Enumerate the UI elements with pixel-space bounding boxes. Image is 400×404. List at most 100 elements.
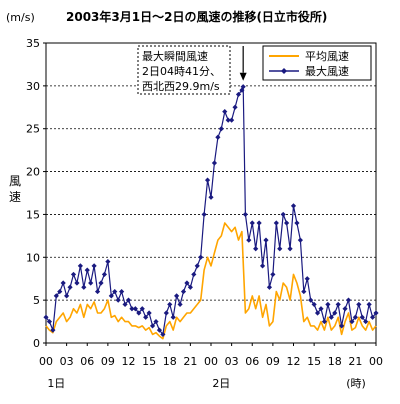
max-wind-marker [352,314,358,320]
max-wind-marker [46,318,53,325]
unit-label: (m/s) [6,11,35,24]
x-tick-label: 00 [204,355,218,368]
x-tick-label: 12 [287,355,301,368]
max-wind-marker [225,117,231,123]
max-wind-marker [297,237,303,243]
max-wind-marker [156,327,163,333]
max-wind-marker [366,301,372,308]
max-wind-marker [246,237,252,243]
max-wind-marker [149,323,156,329]
max-wind-marker [112,288,118,295]
x-tick-label: 06 [245,355,259,368]
max-wind-marker [129,306,135,312]
max-wind-marker [167,301,173,308]
max-wind-marker [311,301,317,308]
max-wind-marker [50,327,56,333]
legend-label: 平均風速 [305,50,349,63]
max-wind-marker [290,203,297,209]
max-wind-marker [91,263,97,269]
max-wind-marker [77,263,83,269]
max-wind-marker [67,284,73,290]
max-wind-marker [43,314,49,320]
max-wind-marker [314,310,321,316]
max-wind-marker [160,331,166,338]
x-tick-label: 21 [183,355,197,368]
x-tick-label: 09 [101,355,115,368]
max-wind-marker [208,194,214,200]
y-tick-label: 20 [26,166,40,179]
max-wind-marker [263,237,269,243]
annotation-text: 2日04時41分、 [142,65,221,78]
x-tick-label: 09 [266,355,280,368]
max-wind-marker [143,314,149,320]
max-wind-marker [98,280,104,286]
max-wind-marker [240,84,246,90]
max-wind-marker [115,297,121,303]
max-wind-marker [222,108,228,115]
max-wind-marker [359,314,365,320]
annotation-text: 西北西29.9m/s [142,80,220,93]
max-wind-marker [325,301,331,308]
max-wind-marker [163,310,169,316]
legend-label: 最大風速 [305,64,349,78]
max-wind-marker [184,280,190,286]
x-tick-label: 18 [163,355,177,368]
max-wind-marker [170,314,176,320]
max-wind-marker [369,314,376,320]
max-wind-marker [119,288,125,295]
max-wind-marker [318,306,324,312]
max-wind-marker [132,306,138,312]
max-wind-marker [342,306,348,312]
max-wind-marker [125,297,132,303]
max-wind-marker [242,211,248,218]
max-wind-line [45,86,377,335]
max-wind-marker [57,288,63,295]
legend-box [262,45,372,81]
max-wind-marker [232,104,238,110]
y-tick-label: 5 [33,294,40,307]
max-wind-marker [308,297,314,303]
max-wind-marker [345,297,352,303]
y-tick-label: 35 [26,37,40,50]
annotation-arrowhead [239,72,247,81]
x-tick-label: 21 [348,355,362,368]
max-wind-marker [201,211,207,218]
x-tick-label: 06 [80,355,94,368]
max-wind-marker [139,306,145,312]
max-wind-marker [146,310,152,316]
max-wind-marker [363,318,369,325]
max-wind-marker [349,318,355,325]
x-tick-label: 12 [122,355,136,368]
axis-layer: 0 5 10 15 20 25 30 35 00 03 06 09 12 15 18 21 00 03 06 09 12… [9,37,383,390]
max-wind-marker [218,126,224,132]
annotation-text: 最大瞬間風速 [142,49,208,63]
max-wind-marker [191,271,197,278]
max-wind-marker [136,310,142,316]
max-wind-marker [108,293,114,299]
day-label: 2日 [212,377,230,390]
max-wind-marker [256,220,262,226]
legend-marker [281,68,287,74]
max-wind-marker [122,301,128,308]
max-wind-marker [198,254,204,260]
max-wind-marker [339,323,345,329]
max-wind-marker [229,117,235,123]
max-wind-marker [270,271,276,278]
max-wind-marker [284,220,290,226]
y-tick-label: 25 [26,123,40,136]
max-wind-marker [187,284,193,290]
day-label: 1日 [47,377,65,390]
x-unit-label: (時) [346,377,366,390]
x-tick-label: 18 [328,355,342,368]
max-wind-marker [304,276,310,282]
max-wind-marker [53,293,59,299]
x-tick-label: 03 [60,355,74,368]
max-wind-marker [81,284,87,290]
max-wind-marker [259,263,266,269]
max-wind-marker [287,246,293,252]
max-wind-marker [204,177,211,183]
max-wind-marker [153,318,159,325]
max-wind-marker [249,220,255,226]
max-wind-marker [84,267,90,273]
